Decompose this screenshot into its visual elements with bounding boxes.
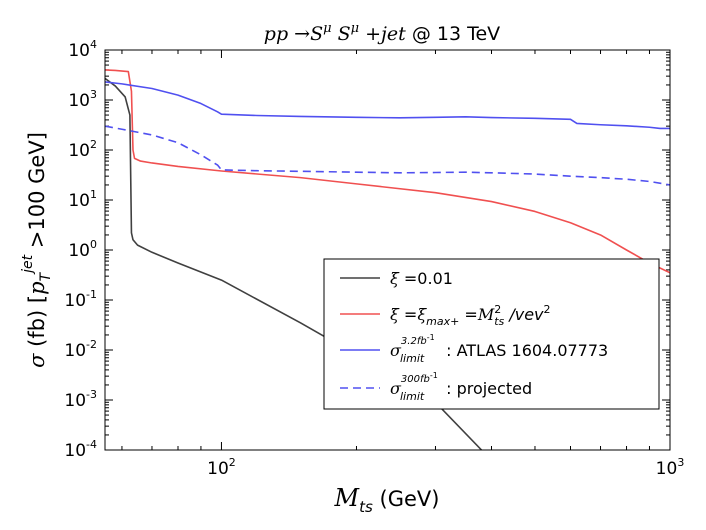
legend: ξ =0.01 ξ =ξmax+ =M2 ts /vev2 σ3.2fb-1 lim… <box>323 258 660 410</box>
x-tick-label: 102 <box>207 456 236 479</box>
y-tick-label: 10-2 <box>64 338 97 361</box>
legend-label-projected: σ300fb-1 limit : projected <box>390 371 532 403</box>
y-tick-label: 102 <box>68 138 97 161</box>
y-tick-label: 10-4 <box>64 438 97 461</box>
y-tick-label: 101 <box>68 188 97 211</box>
axis-ticks: 10-4 10-3 10-2 10-1 100 101 102 103 104 102 103 <box>64 38 684 479</box>
series-line-atlas <box>105 81 670 130</box>
y-tick-label: 100 <box>68 238 97 261</box>
legend-label-ximax: ξ =ξmax+ =M2 ts /vev2 <box>390 303 551 328</box>
legend-label-xi001: ξ =0.01 <box>390 269 453 288</box>
y-axis-label: σ (fb) [pTjet >100 GeV] <box>20 132 54 368</box>
series-line-projected <box>105 125 670 186</box>
x-tick-label: 103 <box>656 456 685 479</box>
y-tick-label: 103 <box>68 88 97 111</box>
chart-title: pp →Sμ Sμ +jet @ 13 TeV <box>264 21 500 45</box>
legend-box <box>323 258 660 410</box>
plot-frame <box>104 49 671 451</box>
y-tick-label: 10-1 <box>64 288 97 311</box>
y-tick-label: 10-3 <box>64 388 97 411</box>
series-line-ximax <box>105 69 670 274</box>
legend-label-atlas: σ3.2fb-1 limit : ATLAS 1604.07773 <box>390 333 608 365</box>
y-tick-label: 104 <box>68 38 97 61</box>
x-axis-label: Mts (GeV) <box>334 484 440 516</box>
